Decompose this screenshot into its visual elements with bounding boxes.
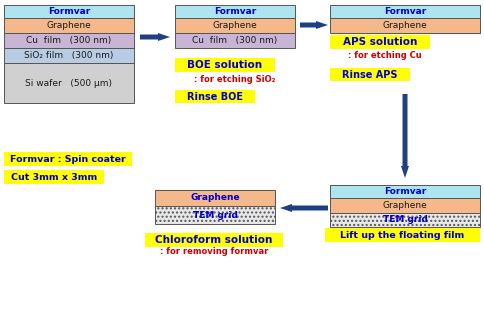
Bar bbox=[329, 198, 479, 213]
Bar bbox=[329, 18, 479, 33]
Text: Graphene: Graphene bbox=[190, 193, 239, 202]
Text: Cu  film   (300 nm): Cu film (300 nm) bbox=[192, 36, 277, 45]
Text: Cu  film   (300 nm): Cu film (300 nm) bbox=[26, 36, 111, 45]
FancyArrow shape bbox=[300, 21, 327, 29]
Bar bbox=[4, 33, 134, 48]
Text: : for etching SiO₂: : for etching SiO₂ bbox=[194, 75, 275, 83]
Bar bbox=[155, 206, 274, 224]
Bar bbox=[4, 170, 104, 184]
Bar bbox=[175, 5, 294, 18]
Bar bbox=[329, 68, 409, 81]
FancyArrow shape bbox=[140, 33, 170, 41]
Text: BOE solution: BOE solution bbox=[187, 60, 262, 70]
Text: Formvar : Spin coater: Formvar : Spin coater bbox=[10, 155, 126, 164]
Text: Rinse APS: Rinse APS bbox=[342, 69, 397, 80]
Bar bbox=[329, 185, 479, 198]
Text: : for removing formvar: : for removing formvar bbox=[160, 248, 268, 257]
Text: : for etching Cu: : for etching Cu bbox=[348, 50, 421, 59]
Text: Si wafer   (500 μm): Si wafer (500 μm) bbox=[26, 78, 112, 87]
Text: Graphene: Graphene bbox=[382, 21, 426, 30]
Text: TEM grid: TEM grid bbox=[192, 211, 237, 220]
Bar bbox=[175, 18, 294, 33]
Bar bbox=[175, 33, 294, 48]
Text: Formvar: Formvar bbox=[383, 187, 425, 196]
Bar bbox=[4, 5, 134, 18]
Text: Formvar: Formvar bbox=[48, 7, 90, 16]
Bar bbox=[329, 213, 479, 227]
Bar bbox=[145, 233, 283, 247]
Text: Chloroform solution: Chloroform solution bbox=[155, 235, 272, 245]
Text: Lift up the floating film: Lift up the floating film bbox=[340, 230, 464, 239]
Text: TEM grid: TEM grid bbox=[382, 216, 426, 225]
Text: SiO₂ film   (300 nm): SiO₂ film (300 nm) bbox=[24, 51, 113, 60]
Bar bbox=[155, 190, 274, 206]
Bar bbox=[324, 228, 479, 242]
Bar bbox=[175, 90, 255, 103]
FancyArrow shape bbox=[400, 94, 408, 178]
Bar bbox=[329, 5, 479, 18]
Text: Graphene: Graphene bbox=[212, 21, 257, 30]
Text: Graphene: Graphene bbox=[46, 21, 91, 30]
Text: Graphene: Graphene bbox=[382, 201, 426, 210]
Bar bbox=[4, 48, 134, 63]
Text: Cut 3mm x 3mm: Cut 3mm x 3mm bbox=[11, 173, 97, 182]
Bar bbox=[4, 152, 132, 166]
Bar bbox=[329, 35, 429, 49]
Bar bbox=[4, 18, 134, 33]
FancyArrow shape bbox=[279, 204, 327, 212]
Text: APS solution: APS solution bbox=[342, 37, 416, 47]
Bar bbox=[4, 63, 134, 103]
Text: Rinse BOE: Rinse BOE bbox=[187, 91, 242, 101]
Bar bbox=[175, 58, 274, 72]
Text: Formvar: Formvar bbox=[383, 7, 425, 16]
Text: Formvar: Formvar bbox=[213, 7, 256, 16]
